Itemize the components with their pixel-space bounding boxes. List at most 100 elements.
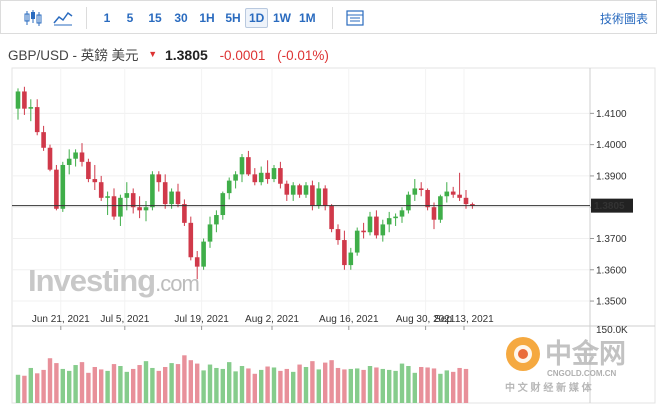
candle-body [271,168,277,180]
candle-body [162,182,168,205]
candle-body [380,224,386,236]
candle-body [265,172,270,180]
candle-body [22,91,27,109]
down-arrow-icon: ▼ [148,49,158,59]
candle-body [175,191,181,205]
candle-body [290,185,296,195]
volume-bar [143,361,149,403]
candle-body [156,174,162,183]
timeframe-1h-button[interactable]: 1H [199,11,215,25]
cnfol-url: CNGOLD.COM.CN [547,369,617,378]
candle-body [169,191,174,205]
volume-bar [291,371,296,403]
candle-body [73,152,78,159]
volume-bar [169,363,174,403]
volume-bar [67,370,72,403]
volume-bar [342,369,347,403]
volume-bar [310,361,315,403]
price-change: -0.0001 [219,48,266,63]
volume-bar [431,368,437,403]
candle-body [463,197,469,205]
volume-bar [227,362,232,403]
volume-bar [54,363,59,403]
volume-bar [195,363,200,403]
candle-body [322,188,328,206]
candle-body [470,204,475,206]
timeframe-1d-button[interactable]: 1D [245,8,269,28]
volume-bar [425,367,430,403]
technical-chart-link[interactable]: 技術圖表 [599,12,648,26]
candle-body [233,174,238,181]
volume-bar [463,368,469,403]
candle-body [393,216,398,219]
candle-body [86,161,91,180]
volume-bar [60,368,65,403]
timeframe-30-button[interactable]: 30 [174,11,188,25]
candle-body [220,193,226,216]
volume-bar [239,366,245,403]
cnfol-watermark: 中金网 CNGOLD.COM.CN 中 文 财 经 新 媒 体 [505,337,626,394]
volume-bar [150,367,155,403]
volume-bar [86,372,91,403]
volume-bar [22,375,27,403]
candle-body [226,180,232,194]
investing-logo-text: Investing.com [28,263,199,298]
price-change-percent: (-0.01%) [277,48,329,63]
timeframe-1w-button[interactable]: 1W [273,11,291,25]
timeframe-1-button[interactable]: 1 [103,11,111,25]
candle-body [252,174,258,183]
volume-bar [284,368,289,403]
volume-bar [457,367,462,403]
volume-bar [182,355,187,403]
volume-bar [278,370,283,403]
candle-body [60,164,66,209]
volume-bar [297,364,302,403]
volume-bar [348,368,353,403]
candle-body [137,207,142,211]
volume-bar [374,367,379,403]
volume-bar [438,373,443,403]
candle-body [310,185,315,206]
volume-bar [220,368,225,403]
chart-toolbar: 1 5 15 30 1H 5H 1D 1W 1M 技術圖表 [0,0,657,34]
candle-body [316,188,322,206]
area-chart-icon[interactable] [53,9,73,27]
candle-body [124,193,130,198]
grid [11,67,656,404]
candle-body [335,229,341,241]
volume-bar [28,367,33,403]
timeframe-1m-button[interactable]: 1M [299,11,316,25]
volume-bar [47,358,53,403]
timeframe-15-button[interactable]: 15 [148,11,162,25]
candle-body [348,252,354,266]
candle-body [431,207,437,220]
candle-body [41,132,46,148]
candle-body [118,197,123,217]
volume-bar [35,373,40,403]
volume-bar [233,371,238,403]
volume-bars [15,355,469,403]
candle-body [188,222,194,258]
candlestick-chart-icon[interactable] [23,9,43,27]
cnfol-tagline: 中 文 财 经 新 媒 体 [505,381,593,394]
candle-body [34,107,40,133]
timeframe-5-button[interactable]: 5 [126,11,134,25]
candle-body [425,190,430,208]
volume-bar [124,371,129,403]
volume-bar [252,373,257,403]
volume-bar [316,369,321,403]
candle-body [214,215,219,225]
candle-body [278,168,283,184]
timeframe-5h-button[interactable]: 5H [225,11,241,25]
candle-body [28,107,34,109]
volume-bar [303,366,309,403]
volume-bar [406,366,411,403]
candle-body [201,241,206,267]
volume-bar [79,362,85,403]
volume-bar [131,368,136,403]
x-tick-label: Aug 2, 2021 [245,314,299,325]
table-view-icon[interactable] [345,9,365,27]
last-price-tag [591,198,633,213]
volume-bar [15,374,21,403]
